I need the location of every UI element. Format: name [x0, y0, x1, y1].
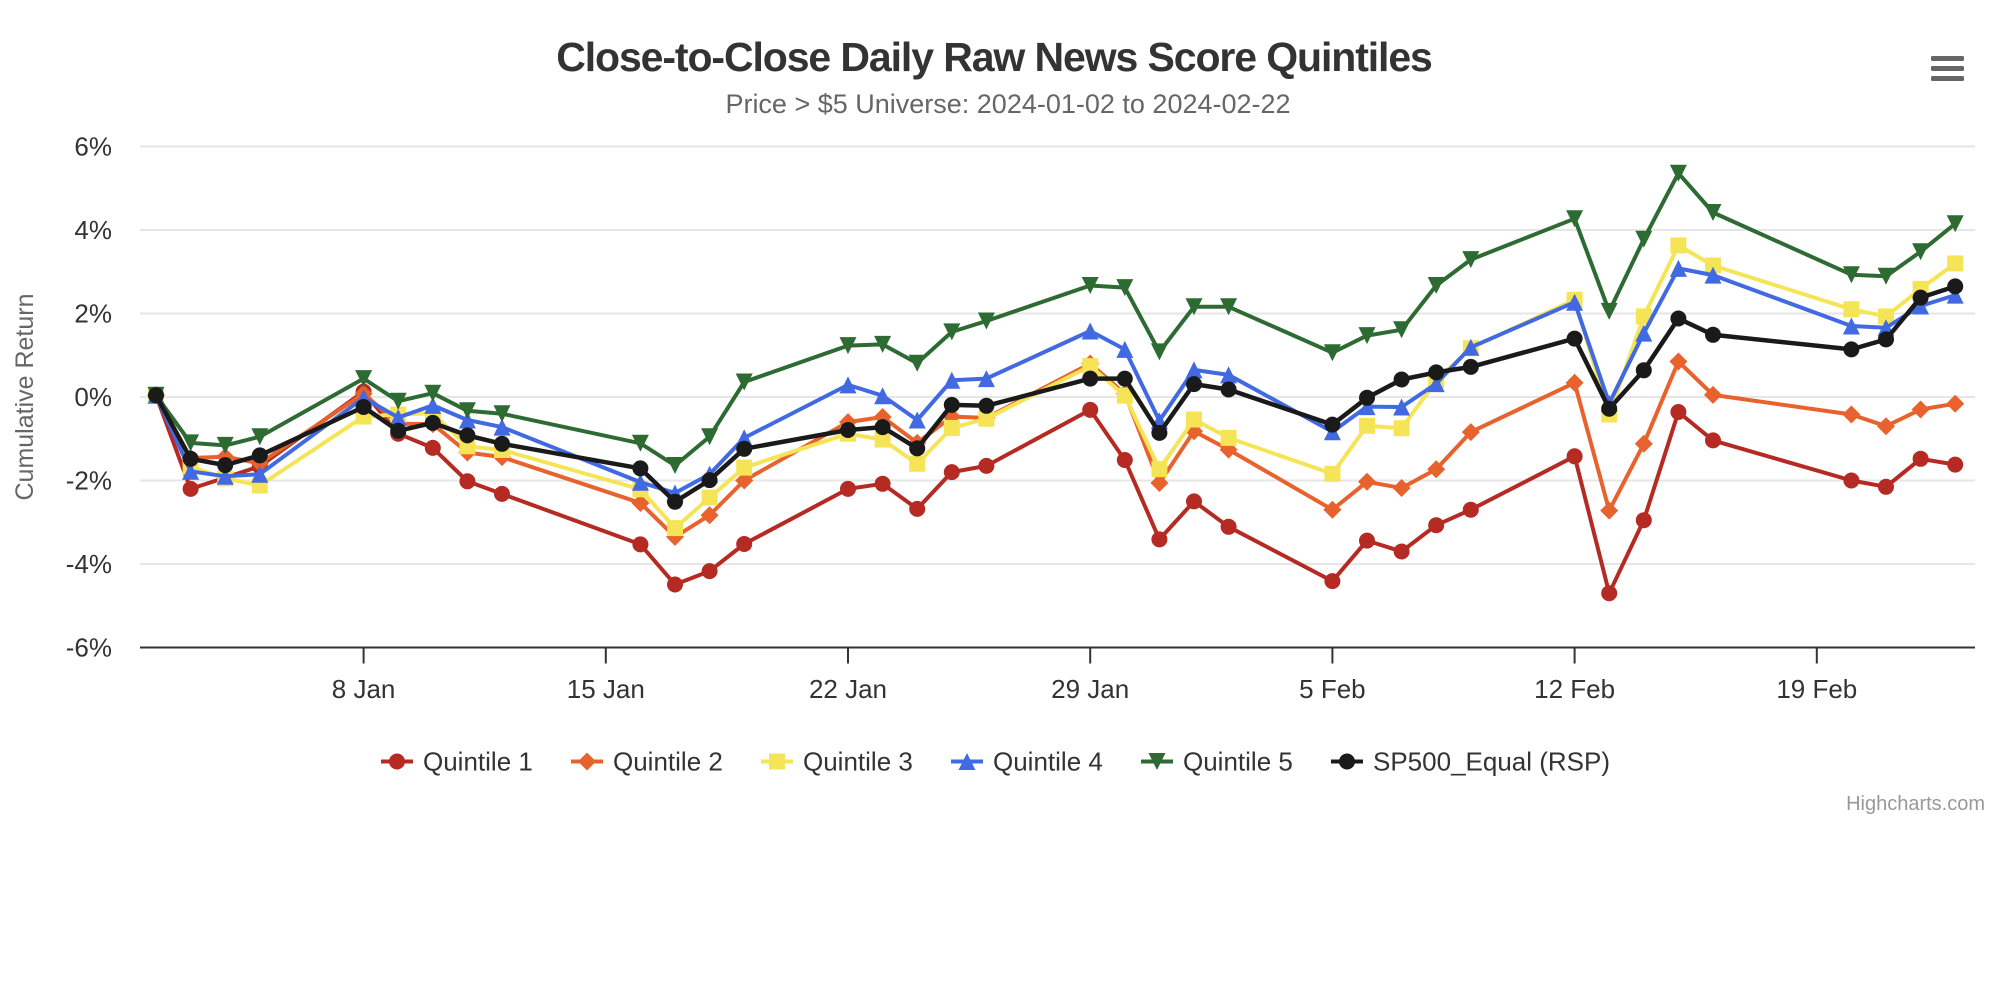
svg-text:29 Jan: 29 Jan — [1051, 674, 1129, 704]
svg-text:8 Jan: 8 Jan — [332, 674, 396, 704]
svg-text:Quintile 5: Quintile 5 — [1183, 747, 1293, 777]
svg-text:Highcharts.com: Highcharts.com — [1846, 793, 1985, 815]
svg-text:12 Feb: 12 Feb — [1534, 674, 1615, 704]
svg-text:Quintile 3: Quintile 3 — [803, 747, 913, 777]
svg-text:2%: 2% — [74, 299, 112, 329]
svg-text:Close-to-Close Daily Raw News: Close-to-Close Daily Raw News Score Quin… — [556, 34, 1432, 80]
svg-text:SP500_Equal (RSP): SP500_Equal (RSP) — [1373, 747, 1610, 777]
svg-text:Quintile 2: Quintile 2 — [613, 747, 723, 777]
svg-text:-2%: -2% — [66, 466, 112, 496]
svg-text:22 Jan: 22 Jan — [809, 674, 887, 704]
svg-text:Cumulative Return: Cumulative Return — [11, 293, 39, 500]
svg-text:4%: 4% — [74, 215, 112, 245]
svg-text:19 Feb: 19 Feb — [1776, 674, 1857, 704]
svg-text:Price > $5 Universe: 2024-01-0: Price > $5 Universe: 2024-01-02 to 2024-… — [725, 89, 1290, 119]
svg-text:Quintile 4: Quintile 4 — [993, 747, 1103, 777]
svg-text:-6%: -6% — [66, 633, 112, 663]
svg-text:Quintile 1: Quintile 1 — [423, 747, 533, 777]
svg-text:0%: 0% — [74, 382, 112, 412]
svg-text:5 Feb: 5 Feb — [1299, 674, 1366, 704]
svg-text:15 Jan: 15 Jan — [567, 674, 645, 704]
svg-text:-4%: -4% — [66, 549, 112, 579]
svg-text:6%: 6% — [74, 132, 112, 162]
